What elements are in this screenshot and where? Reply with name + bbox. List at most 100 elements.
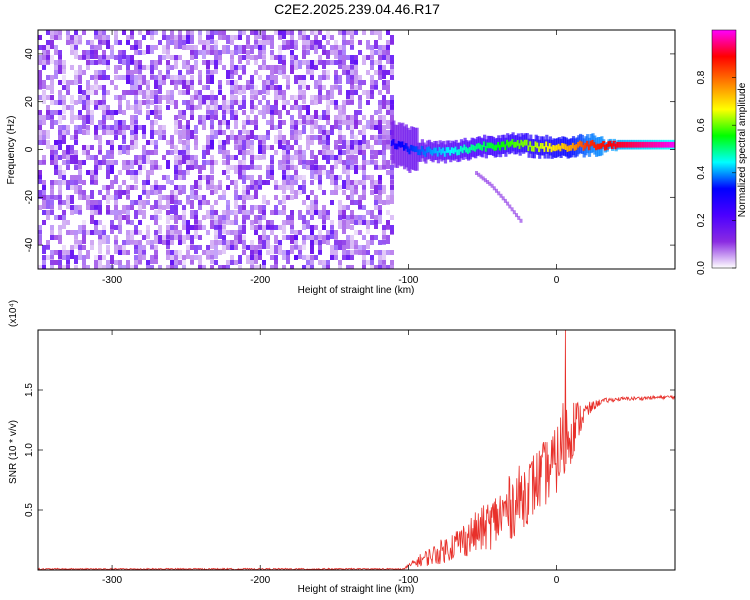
heatmap-cell: [98, 260, 102, 269]
heatmap-cell: [174, 165, 178, 174]
heatmap-cell: [78, 35, 82, 44]
heatmap-cell: [86, 110, 90, 115]
heatmap-cell: [46, 55, 50, 64]
heatmap-cell: [382, 100, 386, 109]
heatmap-cell: [174, 185, 178, 190]
heatmap-cell: [106, 65, 110, 70]
heatmap-cell: [433, 147, 437, 154]
heatmap-cell: [477, 172, 481, 177]
heatmap-cell: [42, 210, 46, 215]
heatmap-cell: [70, 80, 74, 85]
heatmap-cell: [158, 135, 162, 140]
heatmap-cell: [110, 195, 114, 200]
heatmap-cell: [246, 150, 250, 155]
heatmap-cell: [500, 141, 504, 148]
heatmap-cell: [354, 165, 358, 174]
heatmap-cell: [374, 220, 378, 229]
heatmap-cell: [118, 220, 122, 225]
heatmap-cell: [286, 220, 290, 225]
heatmap-cell: [94, 125, 98, 134]
heatmap-cell: [298, 75, 302, 80]
heatmap-cell: [294, 150, 298, 155]
heatmap-cell: [538, 146, 542, 153]
heatmap-cell: [338, 110, 342, 115]
heatmap-cell: [374, 135, 378, 140]
heatmap-cell: [310, 265, 314, 269]
heatmap-cell: [290, 135, 294, 140]
heatmap-cell: [401, 141, 405, 148]
heatmap-cell: [166, 195, 170, 200]
heatmap-cell: [106, 170, 110, 179]
heatmap-cell: [270, 210, 274, 215]
heatmap-cell: [499, 193, 503, 198]
heatmap-cell: [298, 160, 302, 165]
heatmap-cell: [454, 146, 458, 153]
heatmap-cell: [126, 55, 130, 60]
heatmap-cell: [154, 220, 158, 225]
heatmap-cell: [254, 155, 258, 160]
heatmap-cell: [286, 45, 290, 50]
heatmap-cell: [42, 50, 46, 55]
heatmap-cell: [282, 105, 286, 110]
heatmap-cell: [390, 175, 394, 184]
heatmap-cell: [302, 95, 306, 104]
heatmap-cell: [322, 130, 326, 135]
heatmap-cell: [194, 60, 198, 65]
heatmap-cell: [206, 115, 210, 120]
heatmap-cell: [326, 40, 330, 45]
heatmap-cell: [342, 110, 346, 115]
heatmap-cell: [282, 155, 286, 164]
heatmap-cell: [559, 145, 563, 152]
heatmap-cell: [314, 240, 318, 245]
heatmap-cell: [210, 145, 214, 150]
heatmap-cell: [214, 115, 218, 120]
heatmap-cell: [362, 140, 366, 145]
heatmap-cell: [66, 80, 70, 85]
heatmap-cell: [278, 90, 282, 95]
heatmap-cell: [222, 215, 226, 224]
heatmap-cell: [114, 245, 118, 254]
heatmap-cell: [532, 146, 536, 152]
heatmap-cell: [58, 255, 62, 260]
heatmap-cell: [497, 142, 501, 148]
heatmap-cell: [310, 100, 314, 105]
heatmap-cell: [370, 120, 374, 129]
heatmap-cell: [174, 195, 178, 204]
heatmap-cell: [486, 142, 490, 149]
heatmap-cell: [238, 105, 242, 110]
heatmap-cell: [150, 90, 154, 99]
heatmap-cell: [346, 55, 350, 60]
heatmap-cell: [178, 90, 182, 95]
heatmap-cell: [362, 260, 366, 265]
heatmap-cell: [194, 210, 198, 219]
heatmap-cell: [318, 60, 322, 65]
heatmap-cell: [306, 115, 310, 120]
heatmap-cell: [186, 195, 190, 204]
heatmap-cell: [106, 260, 110, 265]
heatmap-cell: [322, 210, 326, 215]
heatmap-cell: [74, 50, 78, 59]
heatmap-cell: [246, 60, 250, 65]
heatmap-cell: [310, 230, 314, 235]
heatmap-cell: [238, 65, 242, 70]
heatmap-cell: [350, 120, 354, 125]
heatmap-cell: [38, 110, 42, 115]
heatmap-cell: [306, 220, 310, 229]
heatmap-cell: [322, 155, 326, 160]
heatmap-cell: [493, 145, 497, 151]
heatmap-cell: [42, 90, 46, 95]
heatmap-cell: [298, 90, 302, 95]
heatmap-cell: [258, 140, 262, 145]
heatmap-cell: [242, 100, 246, 109]
heatmap-cell: [497, 191, 501, 196]
heatmap-cell: [310, 235, 314, 240]
heatmap-cell: [338, 115, 342, 124]
heatmap-cell: [126, 160, 130, 165]
heatmap-cell: [294, 175, 298, 180]
heatmap-cell: [362, 90, 366, 95]
heatmap-cell: [258, 215, 262, 220]
heatmap-cell: [644, 141, 648, 148]
heatmap-cell: [170, 150, 174, 155]
heatmap-cell: [463, 144, 467, 151]
heatmap-cell: [222, 105, 226, 114]
